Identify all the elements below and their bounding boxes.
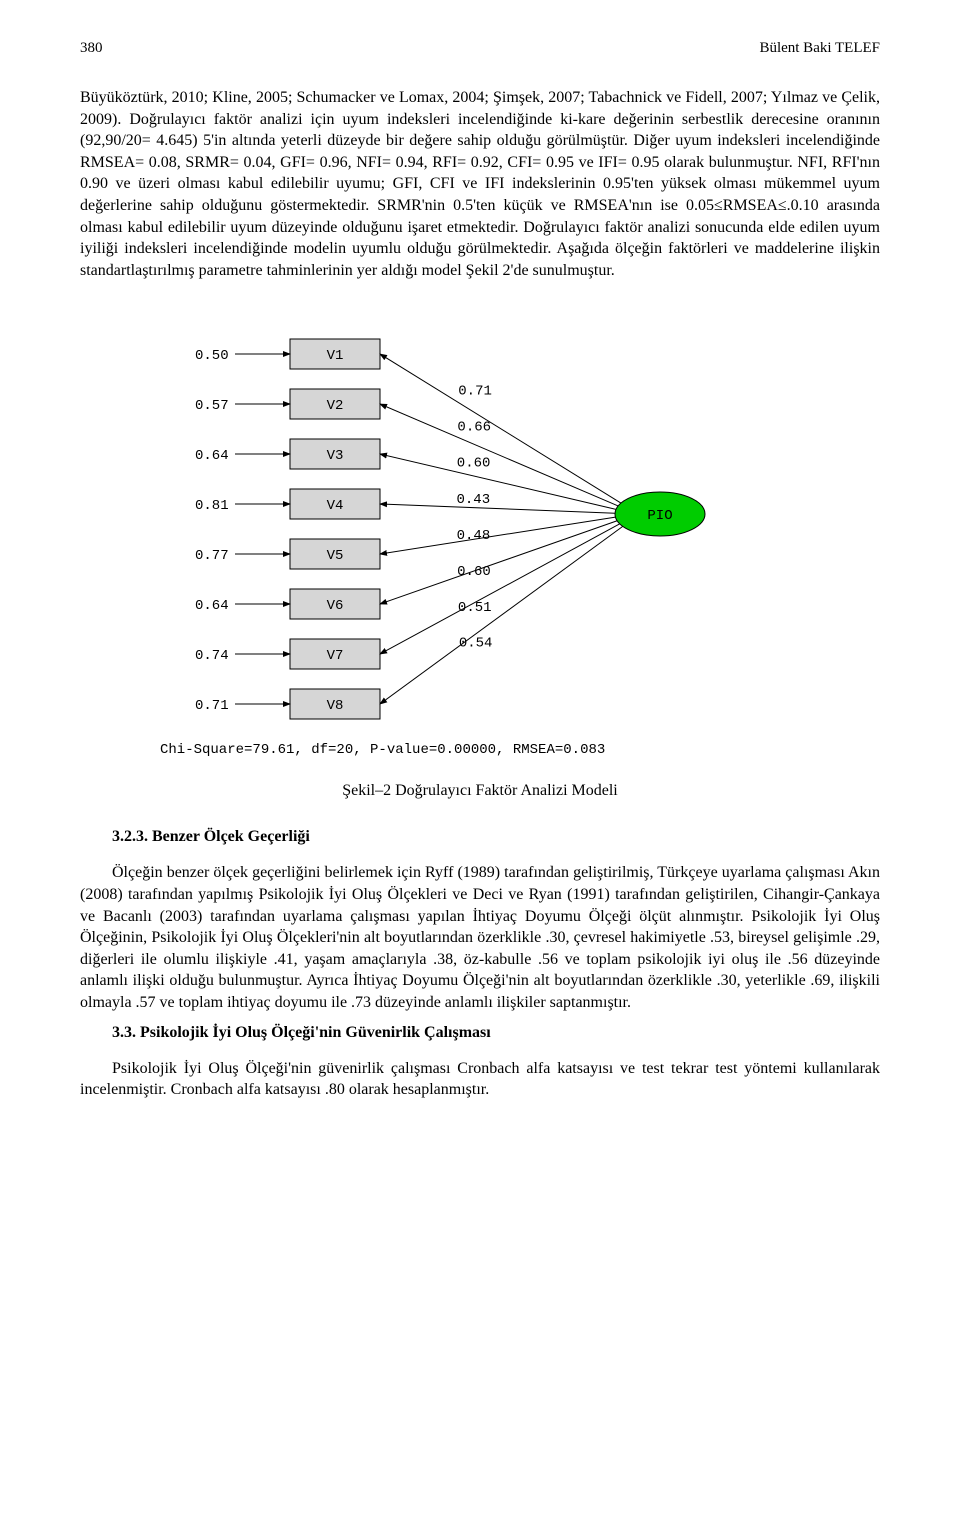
loading-arrow (380, 527, 623, 705)
indicator-label: V2 (327, 398, 344, 414)
paragraph-1: Büyüköztürk, 2010; Kline, 2005; Schumack… (80, 87, 880, 281)
loading-value: 0.51 (458, 600, 492, 616)
page: 380 Bülent Baki TELEF Büyüköztürk, 2010;… (0, 0, 960, 1149)
loading-value: 0.48 (457, 528, 491, 544)
loading-arrow (380, 454, 616, 509)
error-value: 0.50 (195, 348, 229, 364)
loading-value: 0.54 (459, 636, 493, 652)
loading-value: 0.43 (457, 492, 491, 508)
loading-value: 0.60 (457, 564, 491, 580)
running-header: 380 Bülent Baki TELEF (80, 40, 880, 57)
latent-label: PIO (647, 508, 672, 524)
indicator-label: V1 (327, 348, 344, 364)
figure-caption: Şekil–2 Doğrulayıcı Faktör Analizi Model… (80, 782, 880, 800)
loading-arrow (380, 404, 618, 506)
error-value: 0.77 (195, 548, 229, 564)
error-value: 0.71 (195, 698, 229, 714)
diagram-fit-stats: Chi-Square=79.61, df=20, P-value=0.00000… (160, 742, 800, 758)
paragraph-2: Ölçeğin benzer ölçek geçerliğini belirle… (80, 862, 880, 1013)
subheading-3-2-3: 3.2.3. Benzer Ölçek Geçerliği (80, 828, 880, 846)
author-name: Bülent Baki TELEF (759, 40, 880, 57)
error-value: 0.74 (195, 648, 229, 664)
error-value: 0.81 (195, 498, 229, 514)
loading-arrow (380, 521, 617, 604)
cfa-svg: PIO V1 0.50 0.71 V2 0.57 0.66 V3 0.64 0.60 V4 0.81 0… (160, 309, 800, 729)
indicator-label: V7 (327, 648, 344, 664)
page-number: 380 (80, 40, 103, 57)
error-value: 0.57 (195, 398, 229, 414)
error-value: 0.64 (195, 598, 229, 614)
loading-value: 0.71 (458, 384, 492, 400)
loading-value: 0.60 (457, 456, 491, 472)
loading-arrow (380, 524, 620, 654)
cfa-diagram: PIO V1 0.50 0.71 V2 0.57 0.66 V3 0.64 0.60 V4 0.81 0… (160, 309, 800, 758)
loading-arrow (380, 354, 621, 503)
loading-value: 0.66 (457, 420, 491, 436)
loading-arrow (380, 504, 615, 513)
indicator-label: V8 (327, 698, 344, 714)
subheading-3-3: 3.3. Psikolojik İyi Oluş Ölçeği'nin Güve… (80, 1024, 880, 1042)
indicator-label: V6 (327, 598, 344, 614)
indicator-label: V3 (327, 448, 344, 464)
error-value: 0.64 (195, 448, 229, 464)
indicator-label: V5 (327, 548, 344, 564)
paragraph-3: Psikolojik İyi Oluş Ölçeği'nin güvenirli… (80, 1058, 880, 1101)
indicator-label: V4 (327, 498, 344, 514)
loading-arrow (380, 517, 615, 554)
